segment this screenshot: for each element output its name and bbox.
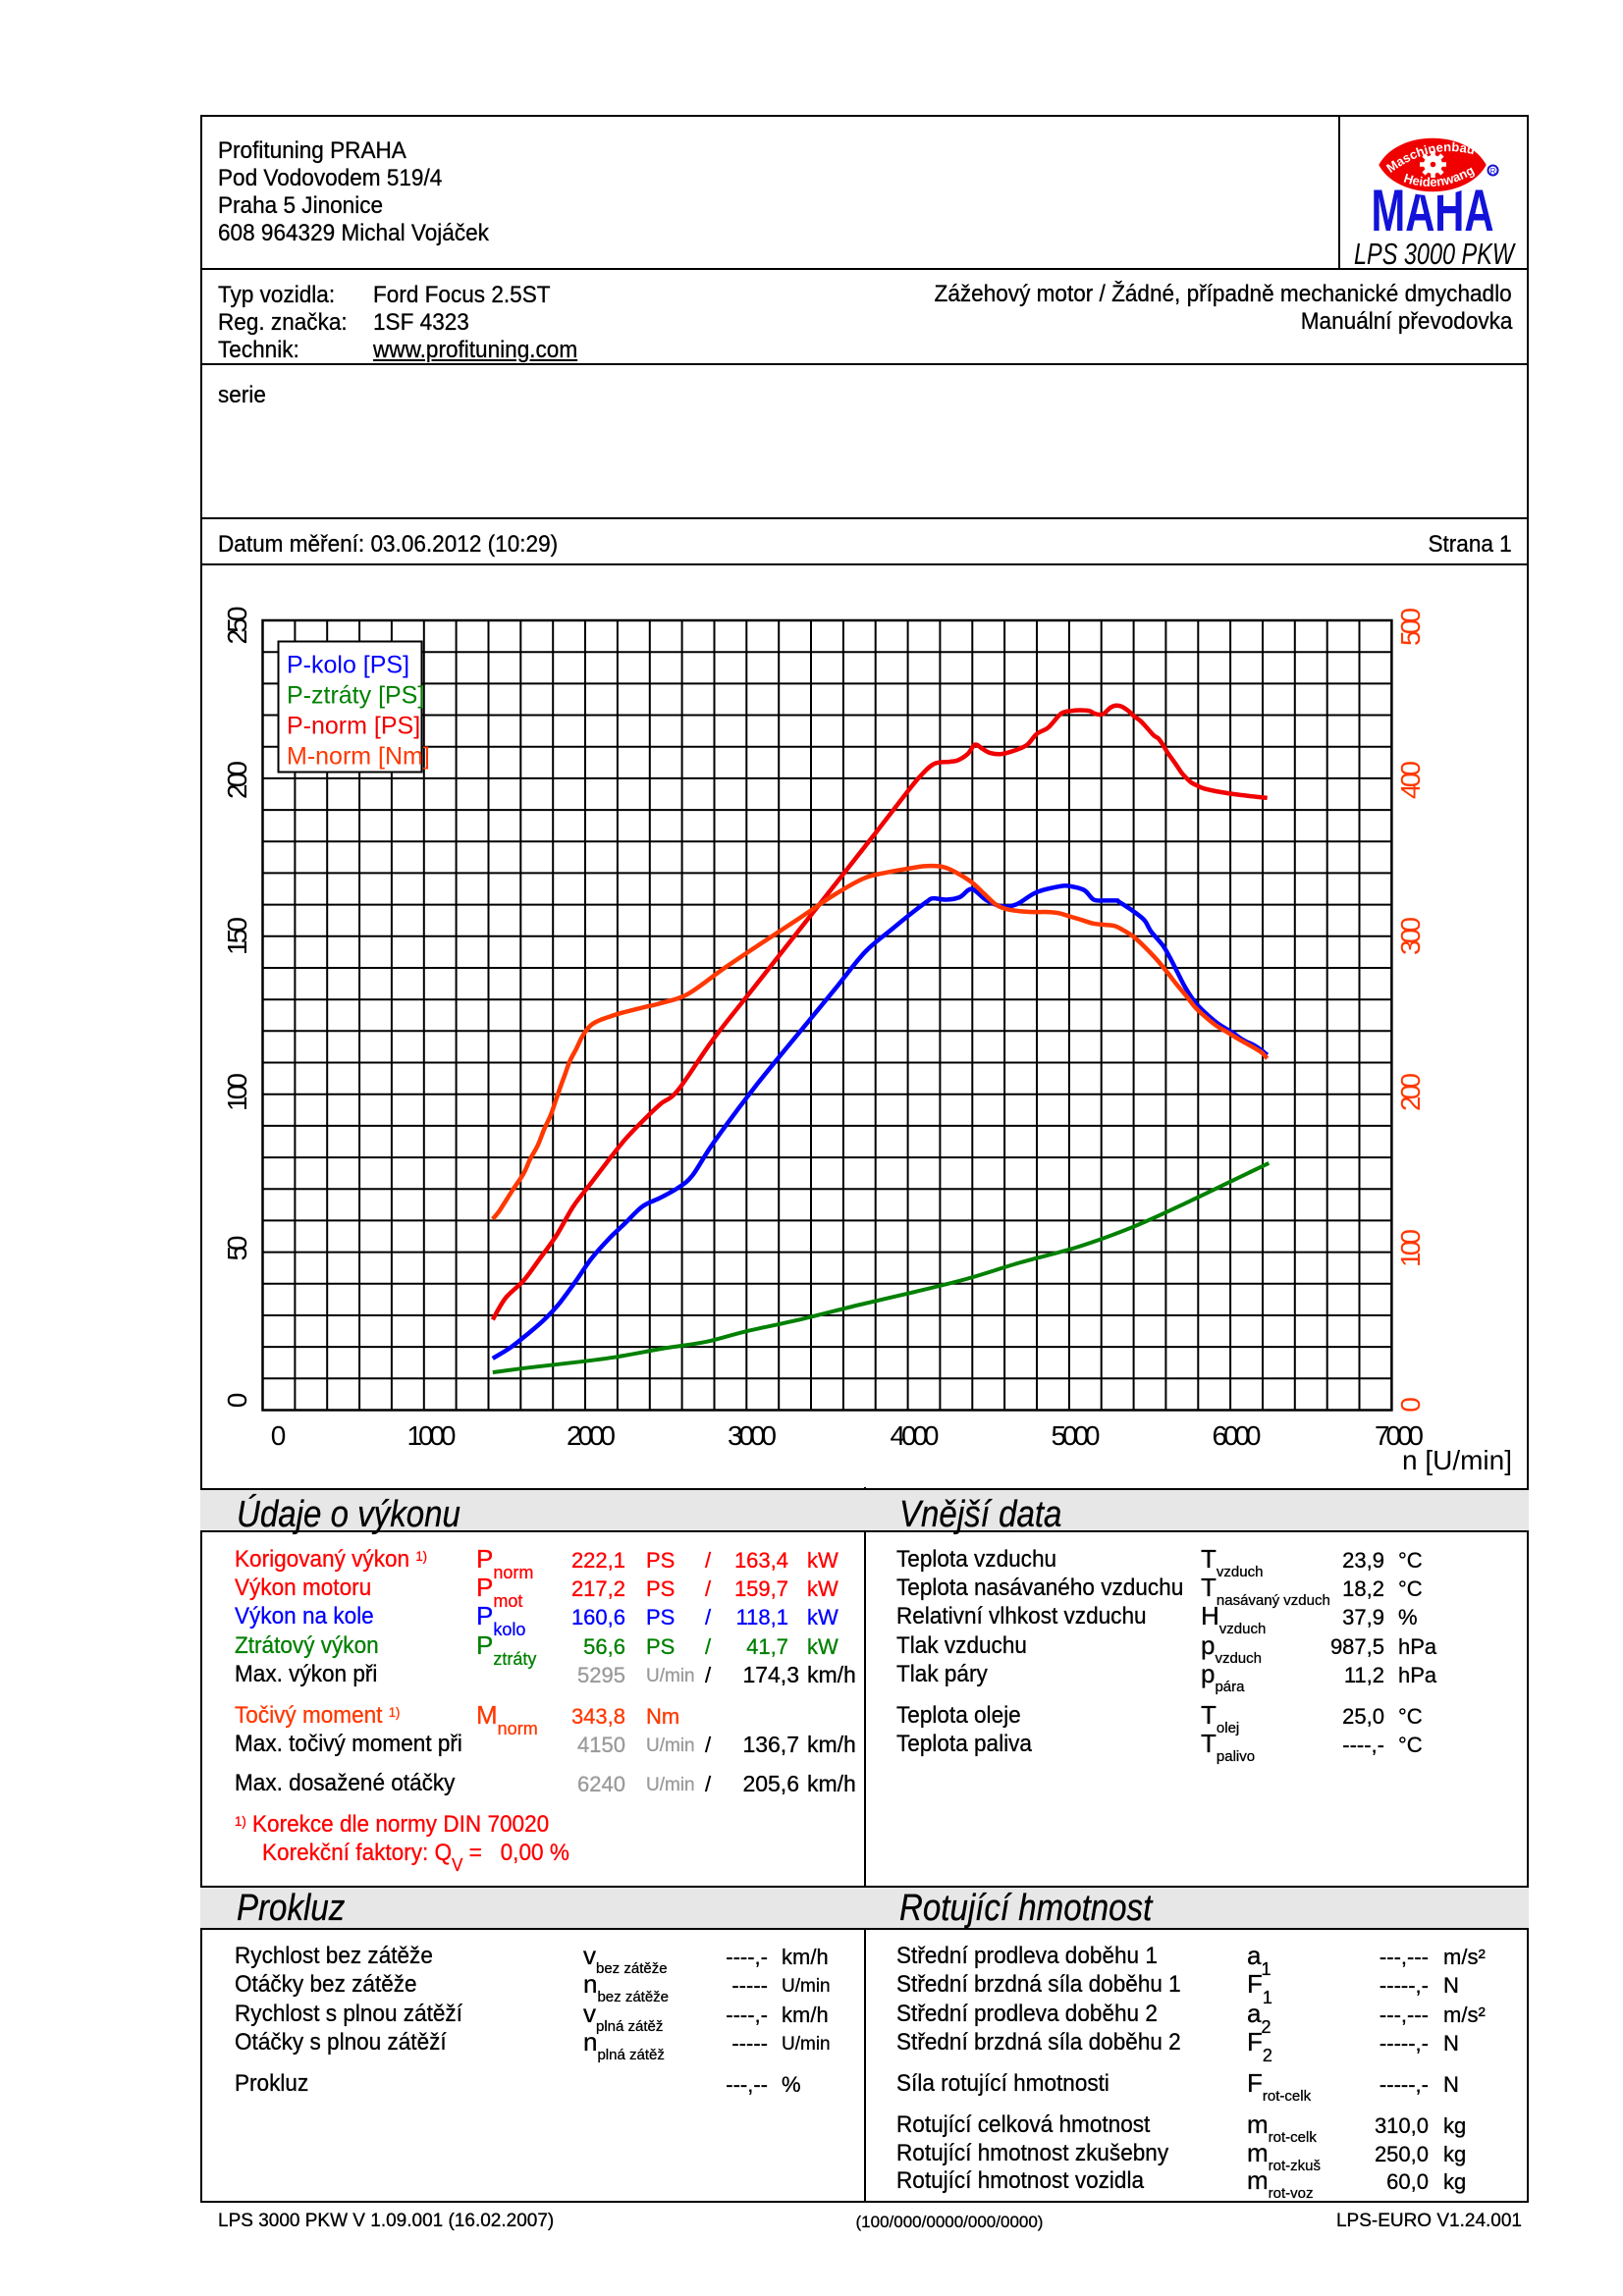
svg-text:100: 100 (222, 1073, 252, 1111)
svg-text:100: 100 (1395, 1229, 1426, 1267)
svg-text:1000: 1000 (407, 1420, 457, 1451)
svg-text:n [U/min]: n [U/min] (1402, 1445, 1512, 1475)
svg-text:P-ztráty [PS]: P-ztráty [PS] (287, 682, 424, 710)
svg-text:4000: 4000 (891, 1420, 940, 1451)
svg-text:400: 400 (1395, 761, 1426, 799)
svg-text:50: 50 (222, 1236, 252, 1261)
svg-text:0: 0 (271, 1420, 287, 1451)
svg-text:200: 200 (1395, 1073, 1426, 1111)
svg-text:200: 200 (222, 761, 252, 799)
svg-text:6000: 6000 (1213, 1420, 1262, 1451)
svg-text:300: 300 (1395, 917, 1426, 955)
svg-text:P-norm [PS]: P-norm [PS] (287, 713, 420, 740)
svg-text:5000: 5000 (1052, 1420, 1101, 1451)
svg-text:2000: 2000 (567, 1420, 616, 1451)
svg-text:250: 250 (222, 607, 252, 645)
svg-text:R: R (1490, 167, 1496, 176)
svg-text:7000: 7000 (1375, 1420, 1424, 1451)
svg-text:3000: 3000 (728, 1420, 777, 1451)
svg-text:M-norm [Nm]: M-norm [Nm] (287, 743, 430, 771)
svg-text:500: 500 (1395, 608, 1426, 646)
svg-text:0: 0 (1395, 1397, 1426, 1413)
svg-text:LPS 3000 PKW: LPS 3000 PKW (1354, 237, 1516, 269)
svg-text:0: 0 (222, 1393, 252, 1409)
svg-text:150: 150 (222, 917, 252, 955)
svg-text:P-kolo [PS]: P-kolo [PS] (287, 652, 409, 679)
